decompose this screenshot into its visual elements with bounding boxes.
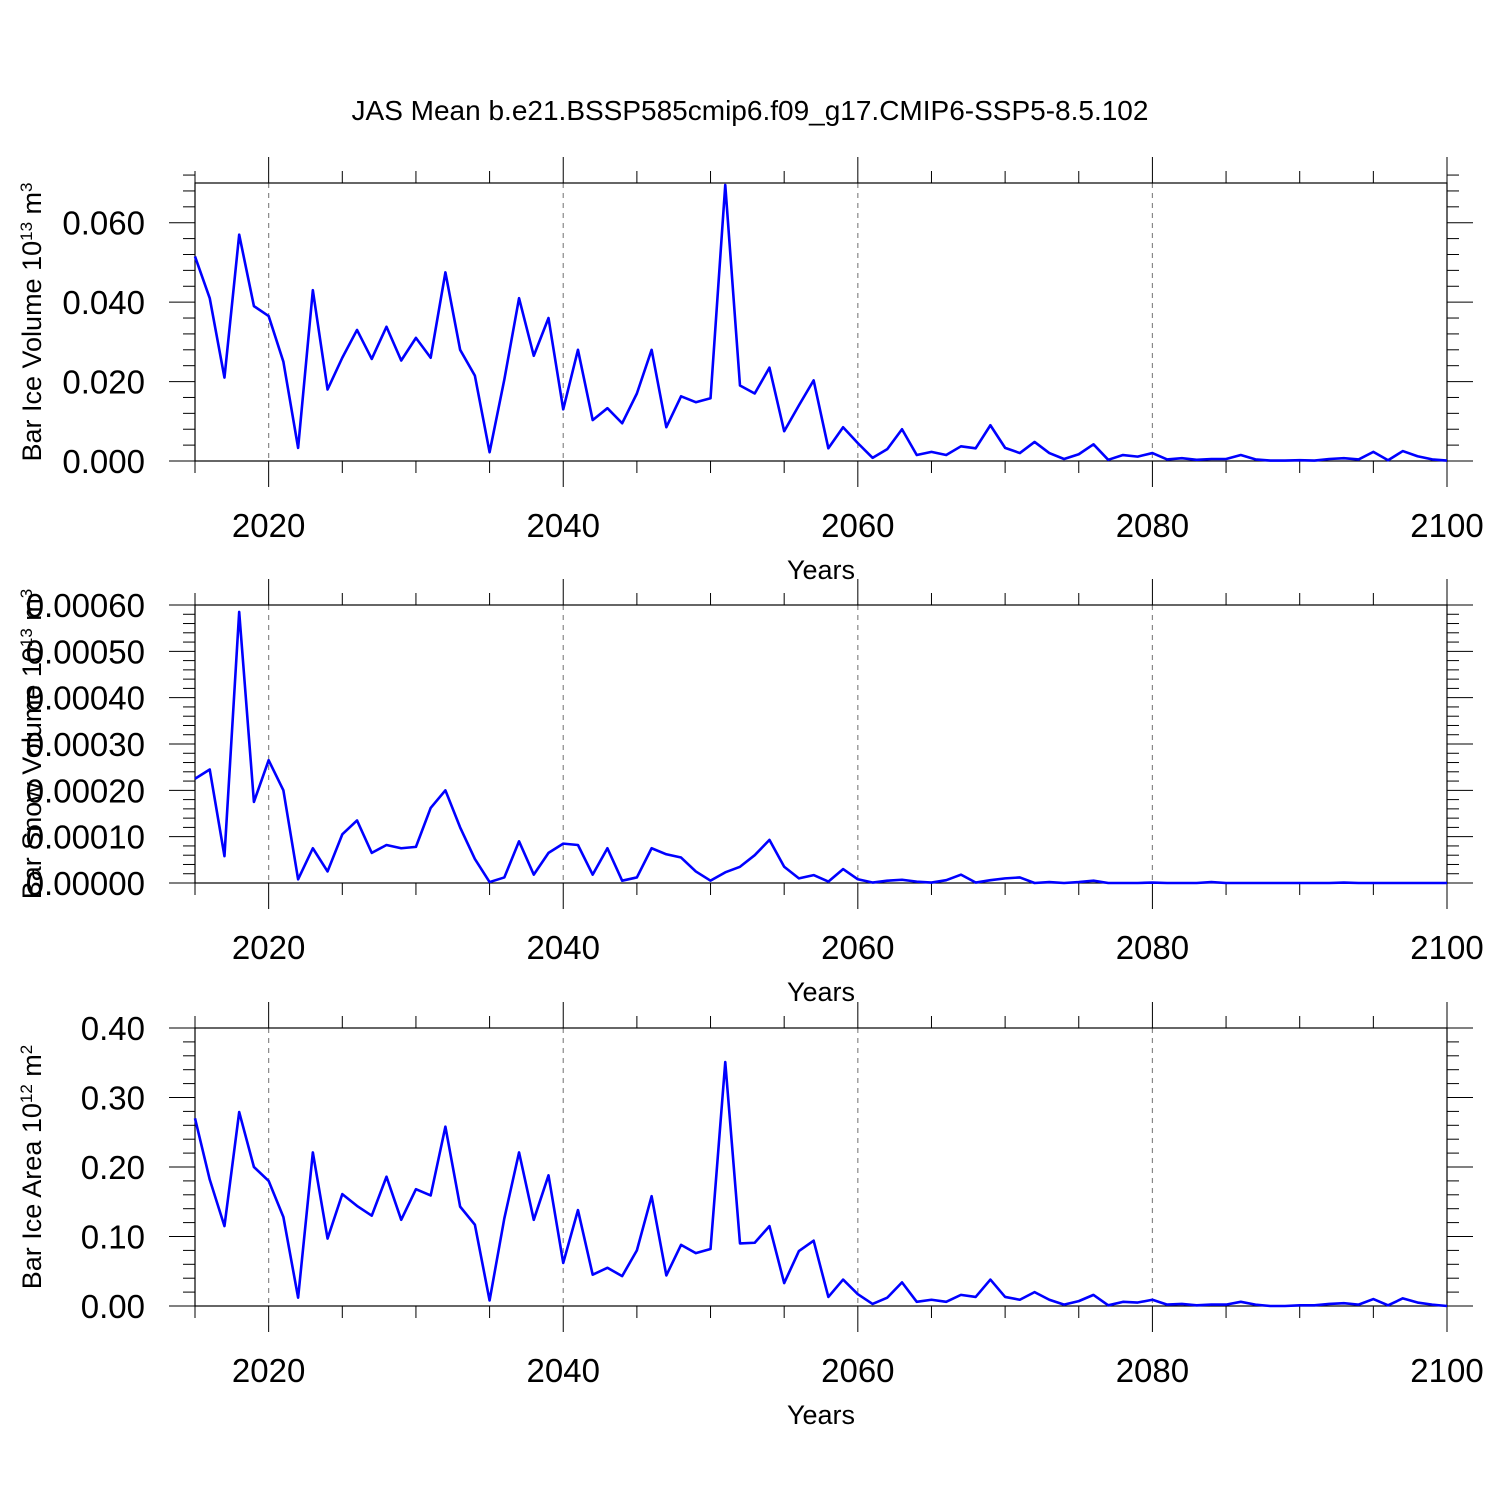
snow-volume-y-tick-label: 0.00060 xyxy=(26,587,145,624)
snow-volume-y-tick-label: 0.00050 xyxy=(26,633,145,670)
ice-area-plot-frame xyxy=(194,1027,1448,1307)
ice-volume-y-label-superscript: 3 xyxy=(17,182,36,191)
ice-area-y-tick-label: 0.10 xyxy=(81,1219,145,1256)
snow-volume-x-tick-label: 2020 xyxy=(232,929,305,966)
snow-volume-y-tick-label: 0.00030 xyxy=(26,726,145,763)
ice-area-y-tick-label: 0.20 xyxy=(81,1149,145,1186)
snow-volume-y-label-text: m xyxy=(17,598,47,628)
ice-area-y-tick-label: 0.00 xyxy=(81,1288,145,1325)
ice-volume-y-label-text: Bar Ice Volume 10 xyxy=(17,241,47,462)
ice-area-y-label-text: m xyxy=(17,1054,47,1084)
snow-volume-series-line xyxy=(194,610,1447,885)
ice-volume-x-axis-label: Years xyxy=(787,555,855,585)
ice-volume-y-axis-label: Bar Ice Volume 1013 m3 xyxy=(17,182,47,461)
ice-volume-x-tick-label: 2060 xyxy=(821,507,894,544)
ice-volume-y-tick-label: 0.020 xyxy=(62,364,145,401)
snow-volume-x-tick-label: 2060 xyxy=(821,929,894,966)
chart-title: JAS Mean b.e21.BSSP585cmip6.f09_g17.CMIP… xyxy=(352,95,1149,126)
snow-volume-y-tick-label: 0.00020 xyxy=(26,772,145,809)
ice-area-x-tick-label: 2080 xyxy=(1116,1352,1189,1389)
snow-volume-y-axis-label: Bar Snow Volume 1013 m3 xyxy=(17,589,47,900)
ice-area-y-tick-label: 0.30 xyxy=(81,1080,145,1117)
snow-volume-x-tick-label: 2100 xyxy=(1410,929,1483,966)
panel-snow-volume: 2020 2040 2060 2080 2100 0.00000 0.00010 0.0002… xyxy=(17,579,1484,1007)
ice-area-x-axis-label: Years xyxy=(787,1400,855,1430)
snow-volume-x-tick-label: 2040 xyxy=(527,929,600,966)
snow-volume-plot-frame xyxy=(194,604,1448,884)
snow-volume-y-tick-label: 0.00010 xyxy=(26,819,145,856)
snow-volume-x-axis-label: Years xyxy=(787,977,855,1007)
ice-area-x-tick-label: 2060 xyxy=(821,1352,894,1389)
ice-volume-x-tick-label: 2020 xyxy=(232,507,305,544)
snow-volume-y-tick-label: 0.00000 xyxy=(26,865,145,902)
ice-area-x-tick-label: 2100 xyxy=(1410,1352,1483,1389)
ice-volume-x-tick-label: 2040 xyxy=(527,507,600,544)
panel-ice-volume: 2020 2040 2060 2080 2100 0.000 0.020 0.040 0.060… xyxy=(17,157,1484,585)
ice-volume-y-label-superscript: 13 xyxy=(17,222,36,241)
ice-area-series-line xyxy=(193,1060,1448,1308)
snow-volume-y-label-superscript: 3 xyxy=(17,589,36,598)
snow-volume-y-tick-label: 0.00040 xyxy=(26,680,145,717)
ice-area-y-label-text: Bar Ice Area 10 xyxy=(17,1103,47,1289)
ice-area-y-tick-label: 0.40 xyxy=(81,1010,145,1047)
ice-volume-y-tick-label: 0.040 xyxy=(62,284,145,321)
ice-area-y-axis-label: Bar Ice Area 1012 m2 xyxy=(17,1045,47,1290)
ice-volume-x-tick-label: 2100 xyxy=(1410,507,1483,544)
ice-volume-y-tick-label: 0.000 xyxy=(62,443,145,480)
ice-volume-y-label-text: m xyxy=(17,192,47,222)
ice-volume-plot-frame xyxy=(194,182,1448,462)
ice-area-y-label-superscript: 2 xyxy=(17,1045,36,1054)
ice-area-y-label-superscript: 12 xyxy=(17,1084,36,1103)
panel-ice-area: 2020 2040 2060 2080 2100 0.00 0.10 0.20 0.30 0.40… xyxy=(17,1002,1484,1430)
ice-volume-x-tick-label: 2080 xyxy=(1116,507,1189,544)
snow-volume-y-label-text: Bar Snow Volume 10 xyxy=(17,647,47,899)
snow-volume-x-tick-label: 2080 xyxy=(1116,929,1189,966)
ice-area-x-tick-label: 2020 xyxy=(232,1352,305,1389)
snow-volume-y-label-superscript: 13 xyxy=(17,628,36,647)
ice-area-x-tick-label: 2040 xyxy=(527,1352,600,1389)
ice-volume-series-line xyxy=(193,183,1448,462)
ice-volume-y-tick-label: 0.060 xyxy=(62,205,145,242)
